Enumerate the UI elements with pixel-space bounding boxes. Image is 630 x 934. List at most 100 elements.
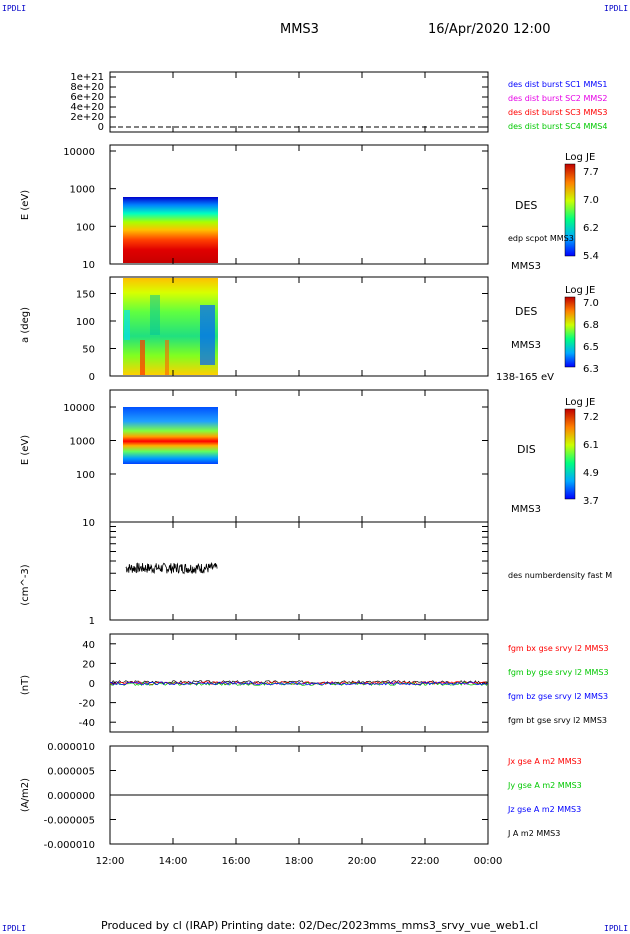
panel7-ytick-label: 0.000000 [47, 791, 95, 802]
panel7-ytick-label: -0.000005 [44, 816, 95, 827]
panel7-legend-entry: Jy gse A m2 MMS3 [507, 781, 582, 790]
panel3-spacecraft-label: MMS3 [511, 340, 541, 351]
corner-logo-top-left: IPDLI [2, 4, 27, 13]
des-energy-spectrogram [123, 197, 218, 263]
panel3-energy-label: 138-165 eV [496, 372, 554, 383]
panel6-ytick-label: 20 [82, 659, 95, 670]
panel2-spacecraft-label: MMS3 [511, 261, 541, 272]
corner-logo-bottom-left: IPDLI [2, 924, 27, 933]
panel6-ytick-label: 40 [82, 640, 95, 651]
dis-energy-spectrogram [123, 407, 218, 464]
colorbar2-tick: 6.2 [583, 223, 599, 234]
colorbar4-title: Log JE [565, 397, 595, 408]
panel7-legend-entry: Jx gse A m2 MMS3 [507, 757, 582, 766]
panel4-ytick-label: 100 [76, 470, 95, 481]
panel5-ytick-label: 10 [82, 518, 95, 529]
panel3-ytick-label: 0 [89, 372, 95, 383]
density-trace [125, 561, 218, 575]
colorbar2-tick: 5.4 [583, 251, 599, 262]
panel2-instrument-label: DES [515, 199, 537, 212]
panel7-ytick-label: 0.000005 [47, 767, 95, 778]
date-time-title: 16/Apr/2020 12:00 [428, 22, 551, 37]
panel1-legend-entry: des dist burst SC3 MMS3 [508, 108, 607, 117]
panel1-legend-entry: des dist burst SC1 MMS1 [508, 80, 607, 89]
bfield-trace-3 [109, 681, 489, 686]
colorbar2-tick: 7.0 [583, 195, 599, 206]
colorbar-panel3 [564, 296, 576, 368]
panel1-legend-entry: des dist burst SC4 MMS4 [508, 122, 607, 131]
panel7-legend-entry: J A m2 MMS3 [507, 829, 560, 838]
footer-producer: Produced by cl (IRAP) [101, 919, 219, 932]
panel6-ytick-label: -40 [79, 718, 95, 729]
colorbar3-tick: 7.0 [583, 298, 599, 309]
bfield-trace-2 [109, 681, 489, 687]
colorbar2-title: Log JE [565, 152, 595, 163]
panel5-ylabel: (cm^-3) [20, 564, 31, 605]
corner-logo-bottom-right: IPDLI [604, 924, 629, 933]
panel-1-frame [109, 71, 489, 133]
panel3-ytick-label: 50 [82, 345, 95, 356]
panel2-ylabel: E (eV) [20, 190, 31, 220]
xaxis-tick-label: 12:00 [96, 856, 125, 867]
panel4-instrument-label: DIS [517, 443, 536, 456]
colorbar-panel2 [564, 163, 576, 257]
colorbar3-title: Log JE [565, 285, 595, 296]
panel1-ytick-label: 2e+20 [70, 112, 104, 123]
colorbar2-tick: 7.7 [583, 167, 599, 178]
panel6-legend-entry: fgm bt gse srvy l2 MMS3 [508, 716, 607, 725]
xaxis-tick-label: 20:00 [348, 856, 377, 867]
bfield-trace-0 [109, 680, 489, 685]
colorbar4-tick: 4.9 [583, 468, 599, 479]
panel3-ylabel: a (deg) [20, 307, 31, 343]
colorbar-panel4 [564, 408, 576, 500]
panel6-legend-entry: fgm by gse srvy l2 MMS3 [508, 668, 609, 677]
panel1-ytick-label: 0 [98, 122, 104, 133]
footer-printing-date: Printing date: 02/Dec/2023 [221, 919, 370, 932]
panel5-ytick-label: 1 [89, 616, 95, 627]
des-pitch-angle-spectrogram [123, 278, 218, 375]
panel5-legend-entry: des numberdensity fast M [508, 571, 612, 580]
colorbar3-tick: 6.3 [583, 364, 599, 375]
xaxis-tick-label: 22:00 [411, 856, 440, 867]
xaxis-tick-label: 00:00 [474, 856, 503, 867]
panel3-ytick-label: 150 [76, 290, 95, 301]
panel3-ytick-label: 100 [76, 317, 95, 328]
panel6-ylabel: (nT) [20, 675, 31, 695]
panel7-ytick-label: -0.000010 [44, 840, 95, 851]
colorbar4-tick: 6.1 [583, 440, 599, 451]
panel6-ytick-label: 0 [89, 679, 95, 690]
colorbar4-tick: 3.7 [583, 496, 599, 507]
panel2-ytick-label: 100 [76, 222, 95, 233]
footer-filename: mms_mms3_srvy_vue_web1.cl [369, 919, 539, 932]
panel1-ytick-label: 6e+20 [70, 92, 104, 103]
panel1-legend-entry: des dist burst SC2 MMS2 [508, 94, 607, 103]
panel1-ytick-label: 1e+21 [70, 72, 104, 83]
panel1-ytick-label: 4e+20 [70, 102, 104, 113]
xaxis-tick-label: 14:00 [159, 856, 188, 867]
panel7-ylabel: (A/m2) [20, 778, 31, 812]
panel4-ytick-label: 1000 [70, 437, 95, 448]
panel2-ytick-label: 1000 [70, 185, 95, 196]
panel6-legend-entry: fgm bz gse srvy l2 MMS3 [508, 692, 608, 701]
panel7-legend-entry: Jz gse A m2 MMS3 [507, 805, 581, 814]
panel1-ytick-label: 8e+20 [70, 82, 104, 93]
xaxis-tick-label: 16:00 [222, 856, 251, 867]
panel2-scpot-label: edp scpot MMS3 [508, 234, 574, 243]
panel4-spacecraft-label: MMS3 [511, 504, 541, 515]
panel4-ytick-label: 10000 [63, 403, 95, 414]
panel4-ylabel: E (eV) [20, 435, 31, 465]
colorbar3-tick: 6.5 [583, 342, 599, 353]
spacecraft-title: MMS3 [280, 22, 319, 37]
corner-logo-top-right: IPDLI [604, 4, 629, 13]
panel7-ytick-label: 0.000010 [47, 742, 95, 753]
panel2-ytick-label: 10 [82, 260, 95, 271]
panel3-instrument-label: DES [515, 305, 537, 318]
panel6-legend-entry: fgm bx gse srvy l2 MMS3 [508, 644, 609, 653]
xaxis-tick-label: 18:00 [285, 856, 314, 867]
panel6-ytick-label: -20 [79, 699, 95, 710]
colorbar3-tick: 6.8 [583, 320, 599, 331]
panel2-ytick-label: 10000 [63, 147, 95, 158]
colorbar4-tick: 7.2 [583, 412, 599, 423]
